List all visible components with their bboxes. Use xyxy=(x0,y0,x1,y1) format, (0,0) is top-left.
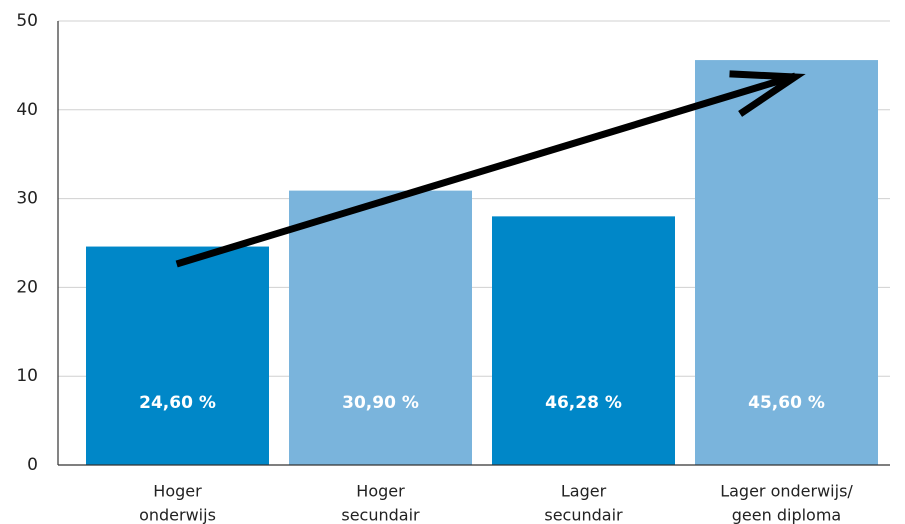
y-tick-label: 30 xyxy=(16,189,38,209)
x-tick-label: Lager onderwijs/ xyxy=(720,482,853,501)
y-tick-label: 20 xyxy=(16,277,38,297)
y-tick-label: 50 xyxy=(16,11,38,31)
x-tick-label: Hoger xyxy=(356,482,405,501)
x-tick-label: onderwijs xyxy=(139,506,216,524)
bar xyxy=(86,246,269,465)
y-tick-label: 0 xyxy=(27,455,38,475)
arrow-shaft xyxy=(175,72,797,268)
bar xyxy=(492,216,675,465)
x-tick-label: Hoger xyxy=(153,482,202,501)
bar-label: 30,90 % xyxy=(342,393,419,413)
arrow-head xyxy=(729,70,806,117)
x-tick-label: secundair xyxy=(341,506,420,524)
x-tick-label: geen diploma xyxy=(732,506,841,524)
y-tick-label: 10 xyxy=(16,366,38,386)
bar-label: 46,28 % xyxy=(545,393,622,413)
trend-arrow xyxy=(175,70,806,268)
bar xyxy=(289,190,472,465)
bars xyxy=(86,60,878,466)
y-tick-label: 40 xyxy=(16,100,38,120)
bar-label: 45,60 % xyxy=(748,393,825,413)
x-tick-label: Lager xyxy=(561,482,607,501)
x-tick-label: secundair xyxy=(544,506,623,524)
bar xyxy=(695,60,878,466)
bar-label: 24,60 % xyxy=(139,393,216,413)
